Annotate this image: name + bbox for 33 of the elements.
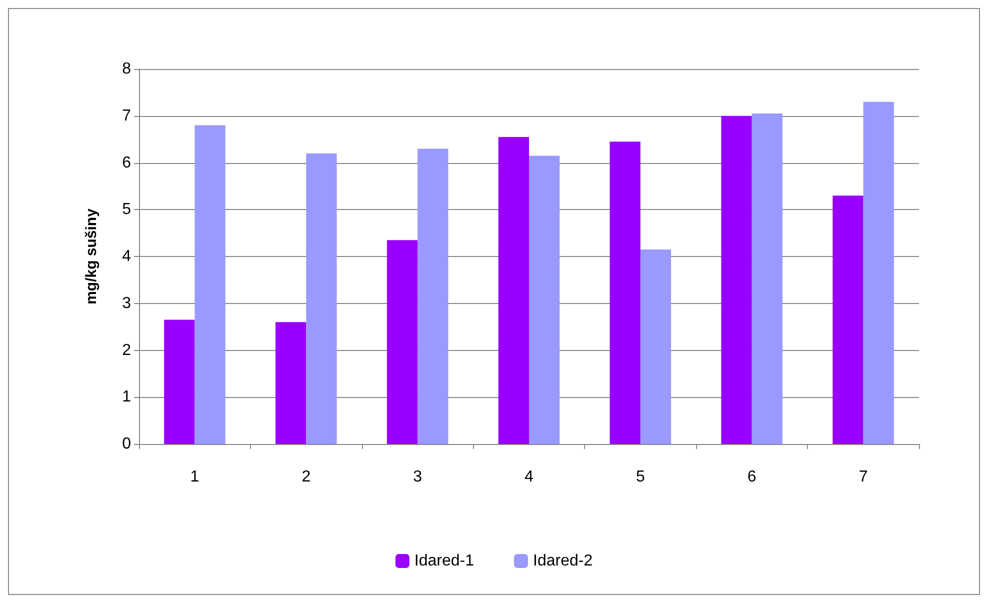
y-tick-label: 4: [122, 248, 132, 265]
y-axis-title: mg/kg sušiny: [83, 208, 100, 304]
legend-label: Idared-1: [414, 552, 474, 570]
bar: [529, 156, 560, 444]
y-tick-label: 3: [122, 294, 132, 312]
bar: [306, 153, 337, 444]
x-tick-label: 3: [413, 468, 422, 486]
bar: [194, 125, 226, 444]
bar: [610, 142, 640, 444]
y-tick-label: 0: [122, 436, 132, 452]
x-tick-label: 1: [190, 468, 200, 486]
x-tick-label: 6: [747, 468, 756, 486]
bar: [752, 114, 782, 444]
y-tick-label: 5: [122, 201, 132, 218]
bar: [721, 116, 752, 444]
bar: [498, 136, 529, 444]
bar: [164, 320, 195, 444]
legend-label: Idared-2: [533, 552, 593, 570]
bar: [863, 102, 894, 444]
bar: [386, 240, 418, 444]
y-tick-label: 2: [122, 342, 132, 359]
bar: [276, 322, 306, 444]
y-tick-label: 1: [122, 388, 132, 406]
bar: [640, 249, 672, 444]
x-tick-label: 5: [636, 468, 645, 486]
bar: [418, 148, 448, 444]
y-tick-label: 6: [122, 154, 132, 172]
y-tick-label: 8: [122, 60, 132, 78]
x-tick-label: 4: [524, 468, 534, 486]
bar: [832, 196, 864, 444]
x-tick-label: 2: [302, 468, 311, 486]
x-tick-label: 7: [858, 468, 868, 486]
y-tick-label: 7: [122, 107, 132, 124]
